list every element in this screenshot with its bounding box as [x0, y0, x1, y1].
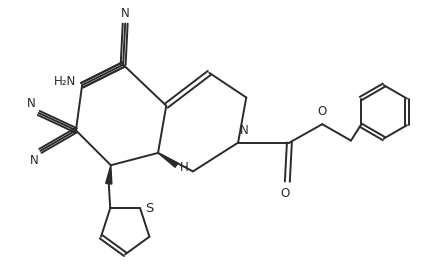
- Polygon shape: [158, 153, 178, 167]
- Polygon shape: [105, 165, 111, 184]
- Text: N: N: [120, 7, 129, 19]
- Text: O: O: [280, 186, 289, 200]
- Text: N: N: [30, 154, 38, 167]
- Text: H: H: [179, 161, 188, 174]
- Text: N: N: [27, 97, 35, 110]
- Text: N: N: [240, 123, 248, 136]
- Text: S: S: [145, 202, 154, 215]
- Text: O: O: [317, 105, 326, 118]
- Text: H₂N: H₂N: [54, 75, 76, 88]
